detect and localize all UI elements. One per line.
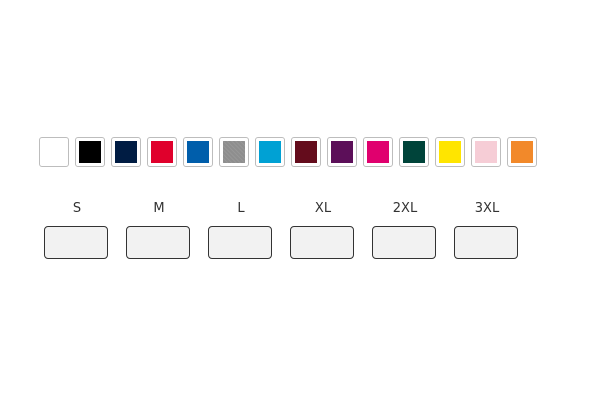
color-swatch-navy[interactable] <box>111 137 141 167</box>
color-fill <box>79 141 101 163</box>
size-quantity-input[interactable] <box>126 226 190 259</box>
color-swatch-yellow[interactable] <box>435 137 465 167</box>
color-fill <box>223 141 245 163</box>
size-field-3xl: 3XL <box>454 199 520 259</box>
size-quantity-input[interactable] <box>454 226 518 259</box>
color-swatch-light-pink[interactable] <box>471 137 501 167</box>
color-fill <box>151 141 173 163</box>
size-quantity-input[interactable] <box>372 226 436 259</box>
color-swatch-sky-blue[interactable] <box>255 137 285 167</box>
color-swatch-red[interactable] <box>147 137 177 167</box>
color-fill <box>511 141 533 163</box>
color-swatch-maroon[interactable] <box>291 137 321 167</box>
color-swatch-orange[interactable] <box>507 137 537 167</box>
color-fill <box>439 141 461 163</box>
color-fill <box>43 141 65 163</box>
size-quantity-input[interactable] <box>290 226 354 259</box>
color-swatch-heather-grey[interactable] <box>219 137 249 167</box>
size-field-s: S <box>44 199 110 259</box>
color-fill <box>259 141 281 163</box>
size-field-m: M <box>126 199 192 259</box>
size-label: 3XL <box>474 201 500 216</box>
color-fill <box>331 141 353 163</box>
color-fill <box>403 141 425 163</box>
color-fill <box>115 141 137 163</box>
size-field-l: L <box>208 199 274 259</box>
color-fill <box>295 141 317 163</box>
color-swatch-forest-green[interactable] <box>399 137 429 167</box>
color-swatch-purple[interactable] <box>327 137 357 167</box>
color-fill <box>187 141 209 163</box>
size-label: S <box>72 201 82 216</box>
size-label: XL <box>314 201 332 216</box>
size-field-2xl: 2XL <box>372 199 438 259</box>
size-quantity-input[interactable] <box>44 226 108 259</box>
size-label: L <box>237 201 245 216</box>
color-fill <box>367 141 389 163</box>
color-swatch-fuchsia[interactable] <box>363 137 393 167</box>
color-fill <box>475 141 497 163</box>
color-swatch-royal-blue[interactable] <box>183 137 213 167</box>
size-label: M <box>153 201 165 216</box>
size-quantity-input[interactable] <box>208 226 272 259</box>
size-label: 2XL <box>392 201 418 216</box>
color-swatch-black[interactable] <box>75 137 105 167</box>
color-swatch-white[interactable] <box>39 137 69 167</box>
size-field-xl: XL <box>290 199 356 259</box>
